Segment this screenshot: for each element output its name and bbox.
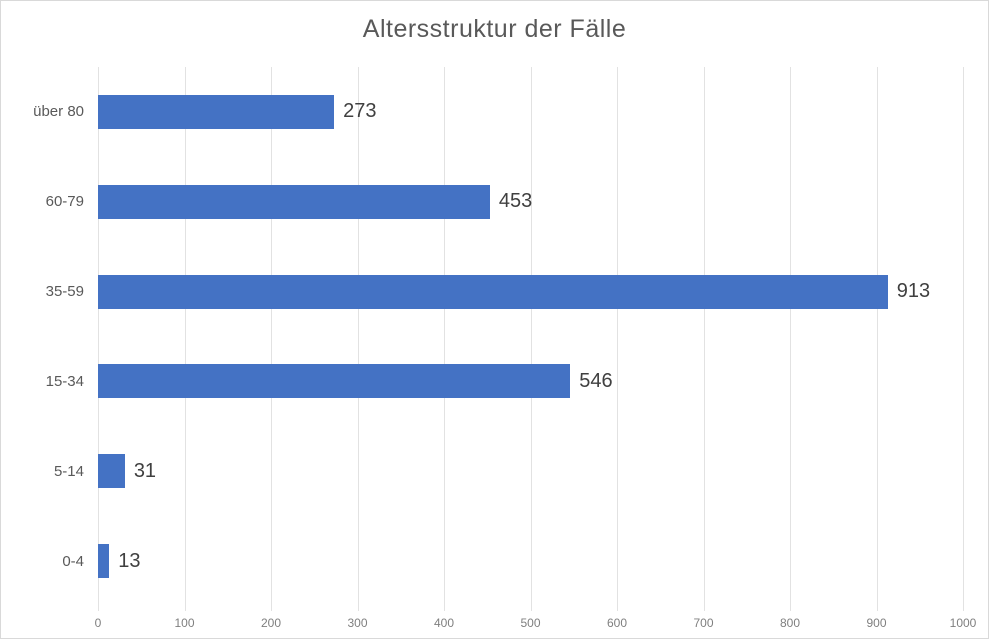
x-tick-label: 600 xyxy=(606,616,628,630)
x-tick-label: 500 xyxy=(520,616,541,630)
category-label: über 80 xyxy=(33,103,84,121)
gridline xyxy=(703,67,705,611)
bar xyxy=(98,94,335,129)
bar xyxy=(98,454,125,489)
bar xyxy=(98,274,888,309)
bar-value-label: 913 xyxy=(896,280,931,303)
category-label: 60-79 xyxy=(45,193,84,211)
x-tick-label: 1000 xyxy=(949,616,977,630)
gridline xyxy=(530,67,532,611)
category-label: 35-59 xyxy=(45,283,84,301)
gridline xyxy=(876,67,878,611)
gridline xyxy=(617,67,618,611)
x-tick-label: 300 xyxy=(347,616,368,630)
gridline xyxy=(963,67,964,611)
gridline xyxy=(271,67,272,611)
x-tick-label: 0 xyxy=(94,616,102,630)
bar-row: 546 xyxy=(98,337,963,427)
category-label: 5-14 xyxy=(53,462,84,480)
chart-title: Altersstruktur der Fälle xyxy=(362,15,627,43)
category-label: 0-4 xyxy=(62,552,84,570)
x-tick-label: 100 xyxy=(174,616,195,630)
category-label: 15-34 xyxy=(45,372,84,390)
bar-row: 453 xyxy=(98,157,963,247)
bar-row: 273 xyxy=(98,67,963,157)
plot-area: 0 100 200 300 400 500 600 700 800 900 1000 über 80 2… xyxy=(33,67,976,630)
bar-row: 913 xyxy=(98,247,963,337)
gridline xyxy=(184,67,186,611)
x-tick-label: 900 xyxy=(866,616,887,630)
gridline xyxy=(444,67,445,611)
bar xyxy=(98,184,490,219)
bar-value-label: 31 xyxy=(133,459,157,482)
bar-value-label: 13 xyxy=(118,549,141,572)
bar xyxy=(98,364,571,399)
bar-value-label: 273 xyxy=(343,100,377,123)
bar-value-label: 546 xyxy=(579,369,613,392)
bar-row: 13 xyxy=(98,516,963,606)
x-tick-label: 200 xyxy=(260,616,282,630)
bar xyxy=(98,544,110,579)
gridline xyxy=(98,67,99,611)
x-tick-label: 400 xyxy=(433,616,455,630)
x-tick-label: 700 xyxy=(693,616,714,630)
gridline xyxy=(357,67,359,611)
gridline xyxy=(790,67,791,611)
bar-row: 31 xyxy=(98,426,963,516)
bar-value-label: 453 xyxy=(498,190,533,213)
x-tick-label: 800 xyxy=(779,616,801,630)
